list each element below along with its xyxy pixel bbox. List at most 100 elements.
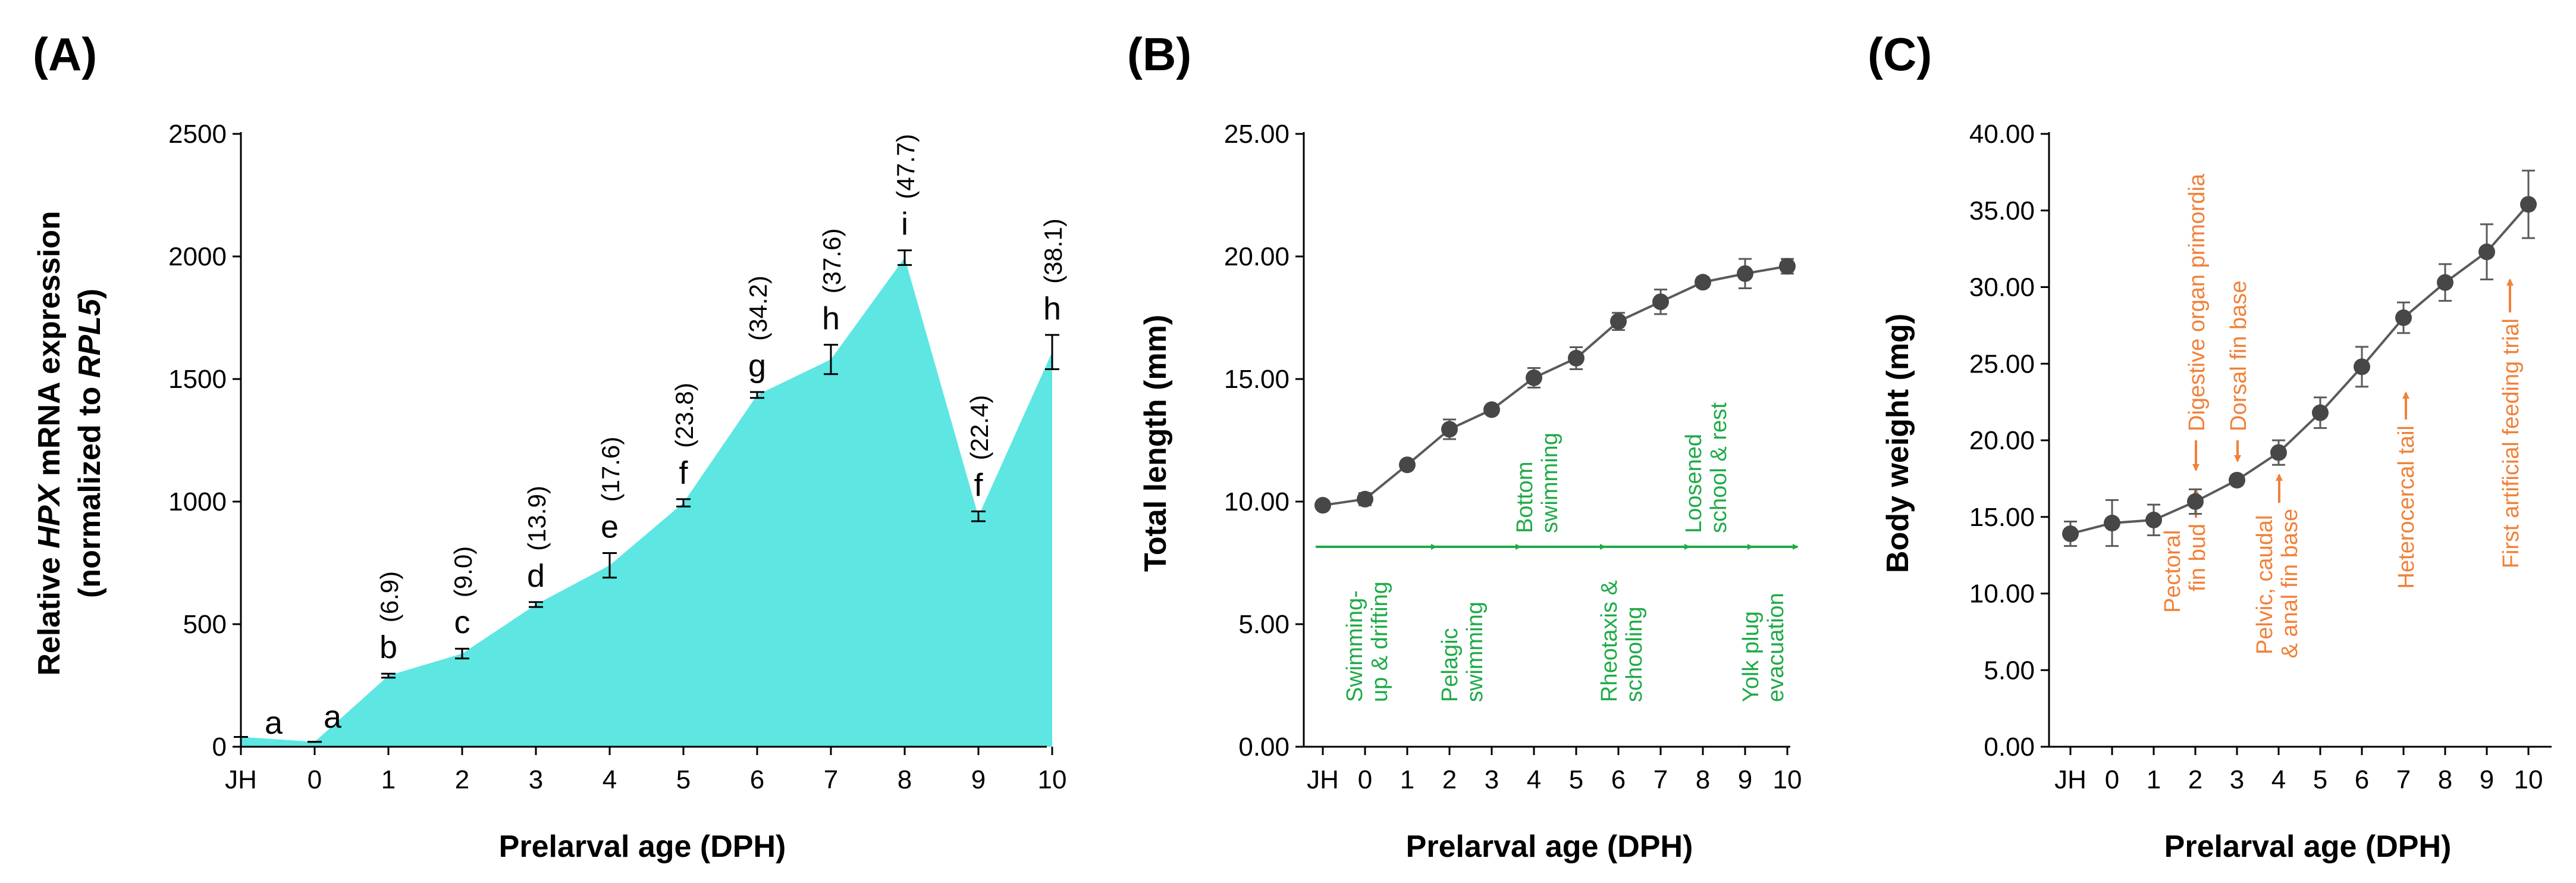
event-dorsal-fin: Dorsal fin base xyxy=(2226,281,2251,431)
panel-a-significance-letters: a a b c d e f g h i f h xyxy=(265,206,1061,741)
y-tick-label: 10.00 xyxy=(1969,580,2035,609)
stage-swimming-up: Swimming- up & drifting xyxy=(1342,581,1392,702)
stage-yolk-plug-line2: evacuation xyxy=(1764,593,1789,702)
y-tick-label: 30.00 xyxy=(1969,273,2035,302)
x-tick-label: 10 xyxy=(1773,765,1802,794)
data-point xyxy=(2270,444,2287,461)
y-tick-label: 35.00 xyxy=(1969,196,2035,226)
panel-c-x-title: Prelarval age (DPH) xyxy=(2164,829,2452,864)
data-point xyxy=(1652,293,1669,311)
y-tick-label: 0.00 xyxy=(1984,732,2035,762)
event-first-feeding: First artificial feeding trial xyxy=(2499,318,2524,568)
fold-change-label: (22.4) xyxy=(965,395,993,461)
stage-rheotaxis-line1: Rheotaxis & xyxy=(1597,580,1622,702)
data-point xyxy=(1357,490,1373,508)
data-point xyxy=(2229,471,2245,489)
x-tick-label: 5 xyxy=(676,765,691,794)
x-tick-label: 6 xyxy=(750,765,764,794)
significance-letter: h xyxy=(822,300,840,336)
panel-a-y-title2-gene: RPL5 xyxy=(73,298,107,378)
panel-a-area-layer xyxy=(241,258,1052,747)
event-pectoral: Pectoral fin bud xyxy=(2160,524,2210,613)
y-tick-label: 2500 xyxy=(168,120,227,149)
y-tick-label: 500 xyxy=(183,610,227,639)
stage-loosened-line1: Loosened xyxy=(1681,434,1706,533)
x-tick-label: 0 xyxy=(2105,765,2119,794)
panel-b-x-title: Prelarval age (DPH) xyxy=(1406,829,1693,864)
panel-c-letter: (C) xyxy=(1868,28,1932,80)
stage-swimming-up-line2: up & drifting xyxy=(1367,581,1392,702)
x-tick-label: JH xyxy=(2054,765,2086,794)
x-tick-label: 5 xyxy=(1569,765,1583,794)
significance-letter: e xyxy=(601,509,619,545)
panel-c: (C) 0.00 5.00 10.00 15.00 20.00 25.00 30.00 35.… xyxy=(1868,28,2552,864)
x-tick-label: 2 xyxy=(455,765,469,794)
data-point xyxy=(2354,358,2370,375)
x-tick-label: 7 xyxy=(824,765,838,794)
event-pelvic: Pelvic, caudal & anal fin base xyxy=(2252,509,2302,658)
panel-a-error-bars xyxy=(234,249,1059,743)
y-tick-label: 5.00 xyxy=(1984,656,2035,685)
fold-change-label: (34.2) xyxy=(744,275,772,341)
panel-c-y-title: Body weight (mg) xyxy=(1881,314,1915,573)
x-tick-label: 0 xyxy=(308,765,322,794)
event-pelvic-line1: Pelvic, caudal xyxy=(2252,515,2277,655)
panel-a-fold-labels: (6.9) (9.0) (13.9) (17.6) (23.8) (34.2) (37.6)… xyxy=(375,134,1067,622)
panel-a-x-ticks: JH 0 1 2 3 4 5 6 7 8 9 10 xyxy=(225,747,1066,794)
fold-change-label: (23.8) xyxy=(670,383,698,448)
panel-b-letter: (B) xyxy=(1127,28,1191,80)
data-point xyxy=(2062,525,2079,543)
x-tick-label: JH xyxy=(1307,765,1339,794)
panel-a-y-title-line2: (normalized to RPL5) xyxy=(73,289,107,598)
fold-change-label: (47.7) xyxy=(892,134,920,199)
stage-yolk-plug: Yolk plug evacuation xyxy=(1739,593,1789,702)
stage-rheotaxis-line2: schooling xyxy=(1622,606,1647,702)
stage-pelagic: Pelagic swimming xyxy=(1438,602,1488,702)
x-tick-label: 3 xyxy=(2230,765,2244,794)
significance-letter: i xyxy=(901,206,908,242)
x-tick-label: 10 xyxy=(2514,765,2543,794)
significance-letter: c xyxy=(454,605,470,640)
panel-a-y-title2-post: ) xyxy=(73,289,107,299)
x-tick-label: 4 xyxy=(1527,765,1541,794)
stage-bottom-swimming: Bottom swimming xyxy=(1513,433,1562,533)
x-tick-label: JH xyxy=(225,765,257,794)
x-tick-label: 6 xyxy=(1611,765,1626,794)
data-point xyxy=(2478,243,2495,261)
panel-b: (B) 0.00 5.00 10.00 15.00 20.00 25.00 JH 0 1 2 3 4… xyxy=(1127,28,1802,864)
stage-swimming-up-line1: Swimming- xyxy=(1342,590,1367,702)
stage-yolk-plug-line1: Yolk plug xyxy=(1739,611,1764,702)
x-tick-label: 7 xyxy=(1653,765,1668,794)
data-point xyxy=(1526,369,1542,386)
y-tick-label: 1500 xyxy=(168,365,227,394)
y-tick-label: 0 xyxy=(212,732,227,762)
stage-rheotaxis: Rheotaxis & schooling xyxy=(1597,574,1647,702)
significance-letter: g xyxy=(748,348,766,384)
panel-b-y-title: Total length (mm) xyxy=(1138,315,1173,572)
data-point xyxy=(2520,196,2537,213)
significance-letter: a xyxy=(324,699,342,735)
panel-a-letter: (A) xyxy=(33,28,97,80)
x-tick-label: 9 xyxy=(2480,765,2494,794)
x-tick-label: 8 xyxy=(898,765,912,794)
panel-c-series xyxy=(2062,170,2537,547)
event-pectoral-line1: Pectoral xyxy=(2160,530,2185,613)
series-line xyxy=(2070,203,2530,536)
panel-b-y-ticks: 0.00 5.00 10.00 15.00 20.00 25.00 xyxy=(1224,120,1304,762)
y-tick-label: 25.00 xyxy=(1224,120,1289,149)
data-point xyxy=(1314,497,1331,514)
panel-a-y-title-gene: HPX xyxy=(32,483,67,548)
panel-a-x-title: Prelarval age (DPH) xyxy=(499,829,786,864)
event-heterocercal: Heterocercal tail xyxy=(2394,425,2419,589)
panel-b-series xyxy=(1314,258,1796,514)
x-tick-label: 1 xyxy=(2147,765,2161,794)
data-point xyxy=(2395,309,2412,326)
data-point xyxy=(1610,313,1627,330)
panel-b-x-ticks: JH 0 1 2 3 4 5 6 7 8 9 10 xyxy=(1307,747,1802,794)
event-heterocercal-line1: Heterocercal tail xyxy=(2394,425,2419,589)
significance-letter: a xyxy=(265,705,283,741)
fold-change-label: (37.6) xyxy=(818,228,846,294)
y-tick-label: 20.00 xyxy=(1224,242,1289,271)
